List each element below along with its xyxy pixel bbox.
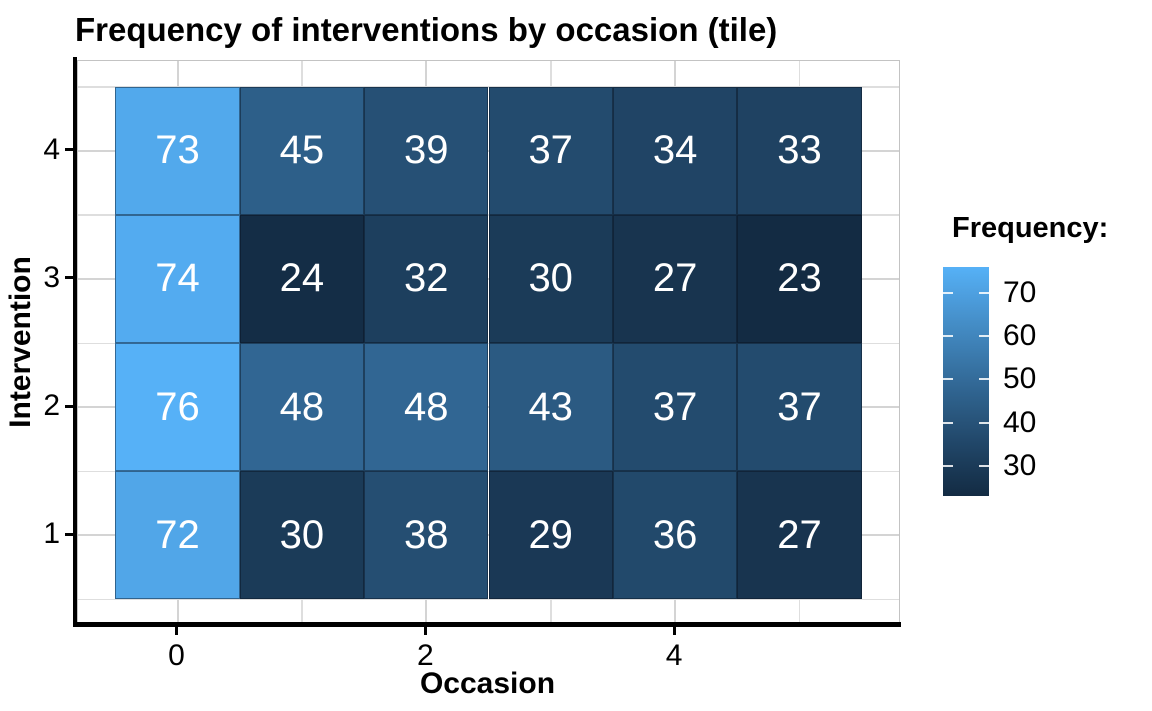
tile-value: 23	[777, 256, 822, 301]
legend-tick-mark	[979, 378, 989, 381]
tile-value: 38	[404, 512, 449, 557]
tile-value: 43	[528, 384, 573, 429]
x-tick-mark	[672, 627, 676, 635]
tile-occasion-0-intervention-4: 73	[115, 86, 240, 215]
legend-tick-mark	[943, 291, 953, 294]
tile-occasion-5-intervention-3: 23	[737, 214, 862, 343]
plot-panel: 73 45 39 37 34 33 74 24 32 30 27 23 76 48 48 43 37 37 72 30…	[77, 60, 900, 626]
legend-title: Frequency:	[952, 212, 1109, 244]
tile-value: 30	[279, 512, 325, 557]
legend-tick-mark	[979, 291, 989, 294]
legend-tick-label: 60	[1003, 319, 1037, 353]
legend-tick-label: 50	[1003, 362, 1037, 396]
tile-value: 27	[652, 256, 698, 301]
tile-occasion-0-intervention-3: 74	[115, 214, 240, 343]
x-tick-label: 2	[416, 639, 434, 672]
legend-tick-label: 70	[1003, 275, 1037, 309]
x-axis-line	[73, 622, 901, 627]
tile-occasion-2-intervention-3: 32	[364, 214, 489, 343]
tile-occasion-1-intervention-4: 45	[239, 86, 365, 215]
tile-occasion-5-intervention-1: 27	[737, 471, 862, 600]
y-tick-label: 4	[43, 132, 60, 166]
tile-value: 30	[528, 256, 573, 301]
y-tick-mark	[65, 404, 74, 408]
tile-value: 72	[155, 512, 200, 557]
tile-occasion-4-intervention-1: 36	[612, 471, 738, 600]
tile-occasion-4-intervention-4: 34	[612, 86, 738, 215]
tile-value: 48	[404, 384, 449, 429]
tile-occasion-2-intervention-4: 39	[364, 86, 489, 215]
tile-value: 73	[155, 128, 200, 173]
tile-value: 45	[279, 128, 325, 173]
y-tick-label: 1	[43, 517, 60, 551]
tile-value: 37	[777, 384, 822, 429]
y-tick-label: 2	[43, 389, 60, 423]
tile-occasion-3-intervention-2: 43	[488, 343, 613, 472]
tile-occasion-3-intervention-3: 30	[488, 214, 613, 343]
tile-value: 74	[155, 256, 200, 301]
y-tick-mark	[65, 532, 74, 536]
gridline-y-minor	[78, 598, 899, 601]
x-tick-label: 0	[168, 639, 185, 672]
tile-value: 37	[652, 384, 698, 429]
tile-value: 39	[404, 128, 449, 173]
tile-occasion-5-intervention-2: 37	[737, 343, 862, 472]
chart-title: Frequency of interventions by occasion (…	[75, 11, 778, 48]
legend-tick-mark	[979, 335, 989, 338]
tile-value: 34	[652, 128, 698, 173]
y-tick-mark	[65, 276, 74, 280]
tile-occasion-3-intervention-1: 29	[488, 471, 613, 600]
tile-occasion-2-intervention-1: 38	[364, 471, 489, 600]
x-tick-mark	[175, 627, 178, 635]
tile-occasion-5-intervention-4: 33	[737, 86, 862, 215]
tile-value: 33	[777, 128, 822, 173]
y-axis-line	[73, 57, 77, 627]
tile-occasion-4-intervention-3: 27	[612, 214, 738, 343]
legend-tick-label: 30	[1003, 448, 1037, 482]
tile-value: 36	[652, 512, 698, 557]
legend-tick-mark	[943, 335, 953, 338]
tile-value: 32	[404, 256, 449, 301]
tile-occasion-1-intervention-1: 30	[239, 471, 365, 600]
tile-value: 37	[528, 128, 573, 173]
x-tick-mark	[423, 627, 427, 635]
legend-tick-mark	[943, 464, 953, 467]
legend-tick-mark	[943, 421, 953, 424]
legend-tick-mark	[943, 378, 953, 381]
legend-gradient-bar	[943, 267, 989, 496]
tile-occasion-1-intervention-2: 48	[239, 343, 365, 472]
tile-value: 76	[155, 384, 200, 429]
x-axis-title: Occasion	[419, 667, 556, 700]
tile-value: 48	[279, 384, 325, 429]
tile-occasion-4-intervention-2: 37	[612, 343, 738, 472]
legend-tick-mark	[979, 421, 989, 424]
tile-occasion-3-intervention-4: 37	[488, 86, 613, 215]
x-tick-label: 4	[665, 639, 683, 672]
y-tick-label: 3	[43, 260, 60, 294]
tile-occasion-2-intervention-2: 48	[364, 343, 489, 472]
legend-tick-mark	[979, 464, 989, 467]
legend-tick-label: 40	[1003, 405, 1037, 439]
tile-occasion-0-intervention-2: 76	[115, 343, 240, 472]
tile-occasion-0-intervention-1: 72	[115, 471, 240, 600]
tile-occasion-1-intervention-3: 24	[239, 214, 365, 343]
tile-value: 27	[777, 512, 822, 557]
tile-value: 24	[279, 256, 325, 301]
y-tick-mark	[65, 148, 74, 152]
tile-value: 29	[528, 512, 573, 557]
